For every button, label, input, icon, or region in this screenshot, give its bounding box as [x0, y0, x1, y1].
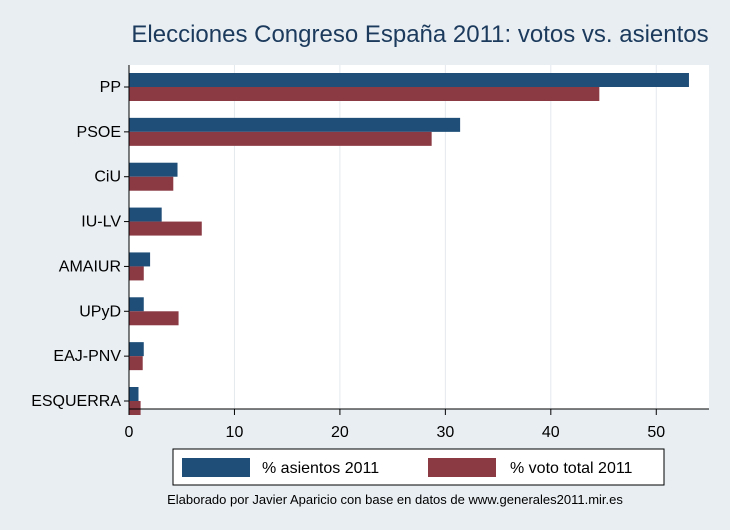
- bar-pp-voto: [129, 87, 600, 101]
- chart-title: Elecciones Congreso España 2011: votos v…: [131, 21, 708, 48]
- x-tick-label: 50: [647, 424, 665, 441]
- x-tick-label: 0: [125, 424, 134, 441]
- axes: PP PSOE CiU IU-LV AMAIUR UPyD EAJ-PNV ESQUERRA0…: [31, 65, 709, 441]
- legend-swatch-voto: [428, 458, 496, 477]
- bar-eaj-pnv-voto: [129, 356, 143, 371]
- bar-iu-lv-asientos: [129, 207, 162, 222]
- category-label: AMAIUR: [59, 258, 121, 275]
- bar-eaj-pnv-asientos: [129, 342, 144, 357]
- chart-note: Elaborado por Javier Aparicio con base e…: [167, 492, 623, 507]
- bar-amaiur-voto: [129, 266, 144, 281]
- legend-label-asientos: % asientos 2011: [262, 460, 379, 477]
- category-label: IU-LV: [81, 214, 121, 231]
- bar-upyd-voto: [129, 311, 179, 326]
- bars: [129, 73, 689, 415]
- bar-iu-lv-voto: [129, 221, 202, 236]
- x-tick-label: 30: [436, 424, 454, 441]
- bar-psoe-voto: [129, 131, 432, 146]
- bar-amaiur-asientos: [129, 252, 151, 267]
- bar-esquerra-voto: [129, 401, 141, 415]
- legend-swatch-asientos: [182, 458, 250, 477]
- category-label: PP: [100, 79, 121, 96]
- category-label: PSOE: [77, 124, 121, 141]
- bar-pp-asientos: [129, 73, 689, 87]
- category-label: ESQUERRA: [31, 393, 121, 410]
- bar-psoe-asientos: [129, 117, 461, 132]
- x-tick-label: 20: [331, 424, 349, 441]
- legend-box: [172, 448, 665, 486]
- category-label: CiU: [94, 169, 121, 186]
- x-tick-label: 10: [226, 424, 244, 441]
- category-label: UPyD: [79, 303, 121, 320]
- category-label: EAJ-PNV: [53, 348, 121, 365]
- bar-upyd-asientos: [129, 297, 144, 312]
- legend: % asientos 2011 % voto total 2011: [172, 448, 665, 486]
- x-tick-label: 40: [542, 424, 560, 441]
- bar-ciu-voto: [129, 176, 174, 191]
- legend-label-voto: % voto total 2011: [510, 460, 633, 477]
- plot-area: [129, 65, 709, 409]
- bar-esquerra-asientos: [129, 387, 139, 401]
- bar-ciu-asientos: [129, 162, 178, 177]
